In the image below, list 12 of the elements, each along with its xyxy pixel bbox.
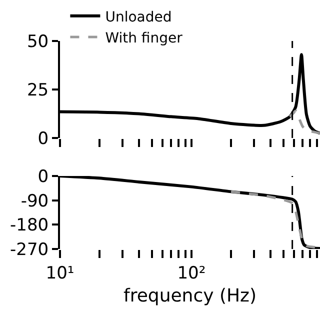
legend-label: Unloaded: [105, 9, 172, 26]
y-tick-label: 50: [26, 32, 49, 52]
legend-label: With finger: [105, 30, 183, 47]
y-tick-label: -90: [20, 191, 49, 212]
y-tick-label: 25: [26, 80, 49, 100]
x-axis-title: frequency (Hz): [123, 286, 257, 306]
y-tick-label: 0: [38, 128, 49, 149]
x-tick-label: 10¹: [46, 263, 74, 284]
x-tick-label: 10²: [177, 263, 206, 284]
y-tick-label: -180: [10, 216, 49, 236]
y-tick-label: -270: [10, 240, 49, 260]
y-tick-label: 0: [38, 166, 49, 187]
